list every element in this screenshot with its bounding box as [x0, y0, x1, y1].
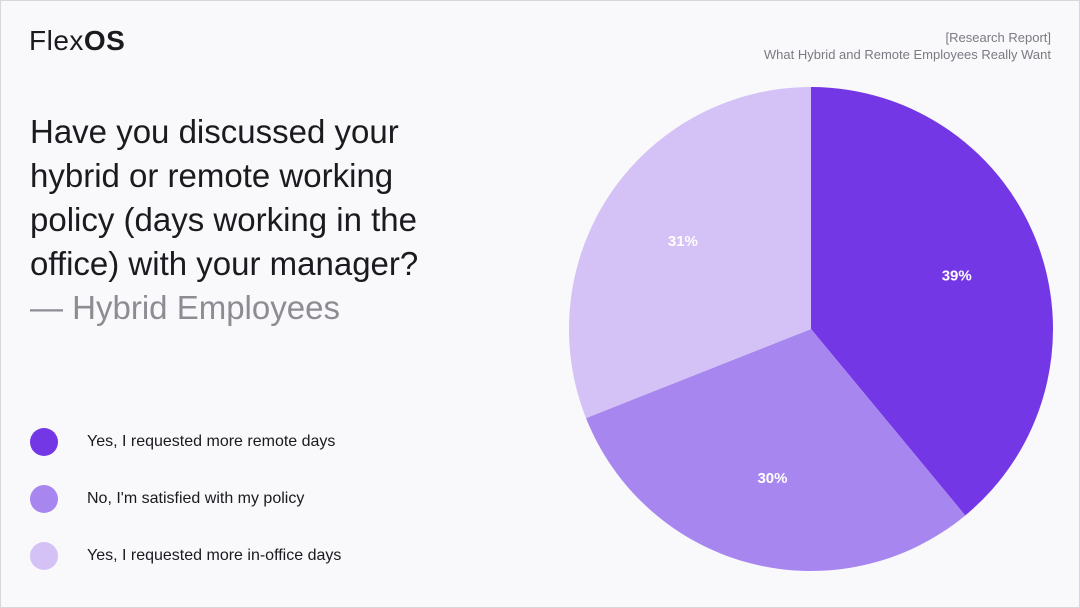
pie-slice — [569, 87, 811, 419]
legend-label: Yes, I requested more remote days — [87, 432, 336, 450]
legend-item: Yes, I requested more in-office days — [30, 541, 341, 570]
chart-legend: Yes, I requested more remote days No, I'm… — [30, 427, 341, 598]
report-title: What Hybrid and Remote Employees Really … — [763, 47, 1051, 62]
legend-swatch — [30, 541, 58, 570]
pie-slice — [585, 329, 966, 571]
legend-swatch — [30, 484, 58, 513]
logo-text-light: Flex — [29, 25, 84, 56]
flexos-logo: FlexOS — [29, 25, 125, 57]
question-subtitle: — Hybrid Employees — [30, 289, 340, 326]
report-tag: [Research Report] — [945, 30, 1052, 45]
logo-text-bold: OS — [83, 25, 126, 56]
legend-item: No, I'm satisfied with my policy — [30, 484, 341, 513]
pie-chart: 39% 30% 31% — [569, 87, 1053, 571]
pie-slice — [811, 87, 1053, 516]
legend-label: Yes, I requested more in-office days — [87, 546, 342, 564]
chart-question: Have you discussed your hybrid or remote… — [30, 110, 480, 330]
slice-data-label: 39% — [942, 268, 972, 285]
report-header: [Research Report] What Hybrid and Remote… — [764, 29, 1051, 63]
legend-swatch — [30, 427, 58, 456]
slice-data-label: 31% — [668, 233, 698, 250]
slice-data-label: 30% — [757, 470, 787, 487]
legend-label: No, I'm satisfied with my policy — [87, 489, 305, 507]
question-text: Have you discussed your hybrid or remote… — [30, 113, 419, 282]
legend-item: Yes, I requested more remote days — [30, 427, 341, 456]
